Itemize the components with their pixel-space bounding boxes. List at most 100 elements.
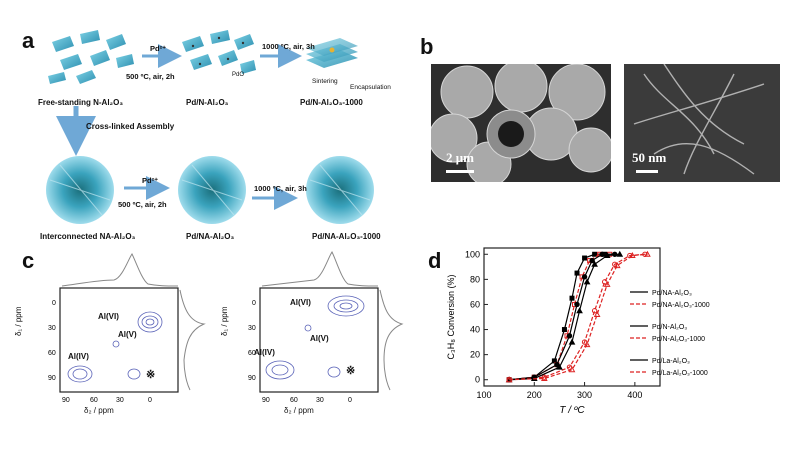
c2-ytick-60: 60 (248, 350, 256, 357)
data-point (603, 251, 611, 259)
data-point (583, 341, 591, 348)
panel-a-letter: a (22, 28, 35, 53)
tem-image-nanosheets (624, 64, 780, 182)
c1-star: ※ (146, 369, 156, 381)
data-point (540, 374, 548, 381)
pdo-label: PdO (232, 72, 245, 78)
data-point (628, 251, 636, 259)
label-pd-n-al2o3: Pd/N-Al₂O₃ (186, 98, 229, 107)
nanosheets-illustration (46, 30, 374, 224)
data-point (599, 251, 605, 257)
c2-peak-alvi: Al(VI) (290, 298, 311, 307)
c2-x-label: δ₂ / ppm (284, 406, 314, 415)
c1-xtick-90: 90 (62, 397, 70, 404)
data-point (505, 376, 513, 383)
y-tick-label: 40 (470, 325, 480, 335)
label-pd-na-al2o3: Pd/NA-Al₂O₃ (186, 232, 235, 241)
data-point (589, 257, 595, 264)
c1-y-label: δ₁ / ppm (14, 306, 23, 336)
data-point (582, 255, 588, 261)
x-tick-label: 300 (577, 390, 592, 400)
label-pd-n-al2o3-1000: Pd/N-Al₂O₃-1000 (300, 98, 363, 107)
c1-peak-aliv: Al(IV) (68, 352, 89, 361)
y-tick-label: 20 (470, 350, 480, 360)
scalebar-left (446, 170, 474, 173)
sem-image-microspheres (431, 64, 611, 182)
c1-xtick-60: 60 (90, 397, 98, 404)
y-axis-label: C₃H₈ Conversion (%) (446, 275, 456, 360)
series-line (509, 253, 645, 381)
c1-ytick-60: 60 (48, 350, 56, 357)
c2-ytick-90: 90 (248, 375, 256, 382)
label-interconnected: Interconnected NA-Al₂O₃ (40, 232, 136, 241)
x-tick-label: 100 (476, 390, 491, 400)
c2-ytick-0: 0 (252, 300, 256, 307)
legend-label: Pd/La-Al₂O₃ (652, 358, 690, 365)
panel-d-letter: d (428, 248, 442, 273)
series-line (509, 253, 620, 381)
conversion-chart: 100 200 300 400 0 20 40 60 80 100 T / ºC C₃H₈ Conve… (446, 247, 710, 416)
c1-xtick-0: 0 (148, 397, 152, 404)
data-point (576, 307, 583, 314)
c2-xtick-30: 30 (316, 397, 324, 404)
legend-label: Pd/N-Al₂O₃ (652, 324, 687, 331)
data-point (593, 310, 601, 317)
series-line (509, 253, 610, 381)
c1-peak-alv: Al(V) (118, 330, 137, 339)
legend-label: Pd/NA-Al₂O₃-1000 (652, 302, 710, 309)
data-point (591, 260, 598, 267)
data-point (616, 250, 624, 257)
label-free-standing: Free-standing N-Al₂O₃ (38, 98, 124, 107)
y-tick-label: 60 (470, 299, 480, 309)
c2-xtick-90: 90 (262, 397, 270, 404)
data-point (574, 270, 580, 276)
legend-label: Pd/La-Al₂O₃-1000 (652, 370, 708, 377)
scalebar-right (636, 170, 658, 173)
data-point (574, 301, 580, 308)
arrow4-conditions: 1000 ºC, air, 3h (254, 184, 307, 193)
arrow2-conditions: 1000 ºC, air, 3h (262, 42, 315, 51)
data-point (581, 274, 588, 280)
c2-xtick-60: 60 (290, 397, 298, 404)
panel-b-letter: b (420, 34, 434, 59)
y-tick-label: 100 (465, 249, 480, 259)
encapsulation-label: Encapsulation (350, 84, 391, 91)
series-line (509, 253, 648, 381)
arrow1-conditions: 500 ºC, air, 2h (126, 72, 175, 81)
c1-xtick-30: 30 (116, 397, 124, 404)
c2-ytick-30: 30 (248, 325, 256, 332)
plot-frame (483, 247, 661, 387)
y-tick-label: 80 (470, 274, 480, 284)
x-tick-label: 400 (627, 390, 642, 400)
data-point (561, 327, 567, 333)
legend-label: Pd/N-Al₂O₃-1000 (652, 336, 705, 343)
arrow3-pd: Pd²⁺ (142, 176, 159, 185)
arrow3-conditions: 500 ºC, air, 2h (118, 200, 167, 209)
c2-star: ※ (346, 365, 356, 377)
data-point (644, 250, 651, 257)
label-pd-na-al2o3-1000: Pd/NA-Al₂O₃-1000 (312, 232, 381, 241)
c2-y-label: δ₁ / ppm (220, 306, 229, 336)
c2-peak-aliv: Al(IV) (254, 348, 275, 357)
c2-peak-alv: Al(V) (310, 334, 329, 343)
scalebar-label-left: 2 μm (446, 150, 474, 165)
data-point (566, 333, 573, 339)
y-tick-label: 0 (475, 375, 480, 385)
data-point (551, 358, 557, 364)
panel-c-letter: c (22, 248, 35, 273)
c1-x-label: δ₂ / ppm (84, 406, 114, 415)
cross-linked-assembly: Cross-linked Assembly (86, 122, 175, 131)
c1-ytick-0: 0 (52, 300, 56, 307)
c1-peak-alvi: Al(VI) (98, 312, 119, 321)
c2-xtick-0: 0 (348, 397, 352, 404)
nmr-spectrum-right: 90 60 30 0 0 30 60 90 (248, 251, 404, 404)
data-point (556, 363, 563, 370)
data-point (583, 278, 591, 285)
data-point (568, 366, 576, 373)
x-tick-label: 200 (527, 390, 542, 400)
legend-label: Pd/NA-Al₂O₃ (652, 290, 692, 297)
data-point (592, 251, 598, 257)
c1-ytick-90: 90 (48, 375, 56, 382)
data-point (613, 262, 621, 269)
data-point (568, 338, 576, 345)
